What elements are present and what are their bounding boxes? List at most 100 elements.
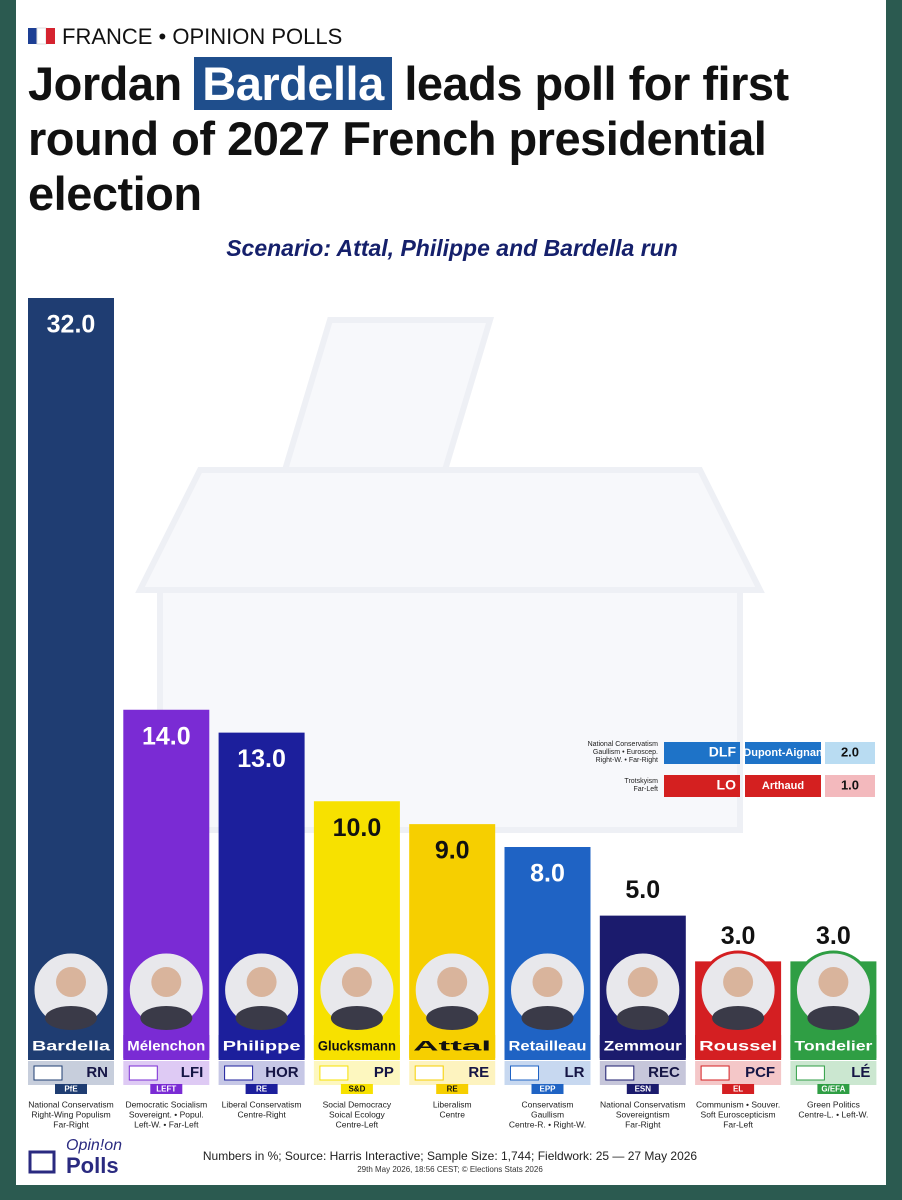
- ideology: Centre-L. • Left-W.: [798, 1109, 868, 1119]
- name-box: [218, 1035, 305, 1058]
- other-ideology: National Conservatism: [588, 741, 659, 748]
- eu-group: EPP: [539, 1085, 556, 1094]
- portrait-figure: [140, 1006, 193, 1030]
- ideology: Centre-R. • Right-W.: [509, 1119, 586, 1129]
- subtitle: Scenario: Attal, Philippe and Bardella r…: [226, 235, 678, 261]
- group-tag: [626, 1084, 659, 1094]
- portrait-head: [723, 967, 754, 997]
- name-box: [695, 1035, 782, 1058]
- group-tag: [55, 1084, 87, 1094]
- title: Jordan Bardella leads poll for first rou…: [28, 56, 878, 221]
- party: LFI: [181, 1064, 204, 1081]
- other-name: Arthaud: [762, 780, 804, 792]
- ideology: Communism • Souver.: [696, 1099, 780, 1109]
- name-box: [790, 1035, 877, 1058]
- name-box: [504, 1035, 591, 1058]
- name-box: [599, 1035, 686, 1058]
- eu-group: RE: [447, 1085, 459, 1094]
- ideology: Conservatism: [522, 1099, 574, 1109]
- logo-top: Opin!on: [66, 1137, 122, 1154]
- portrait-head: [341, 967, 372, 997]
- ideology: National Conservatism: [600, 1099, 686, 1109]
- party-logo: [510, 1065, 539, 1081]
- candidate-name: Tondelier: [794, 1038, 873, 1054]
- ideology: Centre: [439, 1109, 465, 1119]
- party-logo: [319, 1065, 349, 1081]
- candidate-name: Bardella: [32, 1038, 110, 1054]
- source: Numbers in %; Source: Harris Interactive…: [203, 1149, 698, 1163]
- other-ideology: Right-W. • Far-Right: [596, 757, 658, 764]
- other-ideology: Gaullism • Euroscep.: [593, 749, 658, 756]
- other-party-box: [664, 775, 740, 797]
- portrait-figure: [426, 1006, 479, 1030]
- party-logo: [33, 1065, 63, 1081]
- portrait-head: [627, 967, 658, 997]
- other-party: DLF: [709, 744, 737, 760]
- date: 29th May 2026, 18:56 CEST; © Elections S…: [357, 1165, 543, 1174]
- portrait-figure: [235, 1006, 288, 1030]
- other-ideology: Trotskyism: [624, 778, 658, 785]
- group-tag: [340, 1084, 373, 1094]
- party-logo: [224, 1065, 254, 1081]
- other-name-box: [745, 742, 821, 764]
- ideology: Left-W. • Far-Left: [134, 1119, 199, 1129]
- portrait-figure: [712, 1006, 765, 1030]
- ideology: Soft Euroscepticism: [701, 1109, 776, 1119]
- candidate-name: Retailleau: [509, 1038, 587, 1054]
- eu-group: S&D: [348, 1085, 365, 1094]
- ideology: Centre-Left: [336, 1119, 379, 1129]
- name-box: [313, 1035, 400, 1058]
- ideology: Green Politics: [807, 1099, 860, 1109]
- name-box: [409, 1035, 496, 1058]
- other-name-box: [745, 775, 821, 797]
- value-label: 32.0: [47, 311, 96, 339]
- value-label: 3.0: [721, 922, 756, 950]
- ideology: Democratic Socialism: [125, 1099, 207, 1109]
- portrait-head: [246, 967, 277, 997]
- name-box: [28, 1035, 114, 1058]
- party-logo: [700, 1065, 730, 1081]
- ideology: Gaullism: [531, 1109, 564, 1119]
- portrait-head: [437, 967, 468, 997]
- logo: Opin!on Polls: [28, 1137, 122, 1178]
- party: REC: [648, 1064, 680, 1081]
- value-label: 8.0: [530, 860, 565, 888]
- portrait-figure: [521, 1006, 574, 1030]
- title-part: Jordan: [28, 57, 182, 110]
- kicker: FRANCE • OPINION POLLS: [62, 24, 343, 49]
- title-highlight: Bardella: [194, 57, 392, 110]
- ideology: Liberalism: [433, 1099, 472, 1109]
- ideology: Far-Left: [723, 1119, 753, 1129]
- group-tag: [245, 1084, 278, 1094]
- group-tag: [531, 1084, 564, 1094]
- candidate-name: Zemmour: [604, 1038, 683, 1054]
- group-tag: [436, 1084, 469, 1094]
- other-value-box: [825, 775, 875, 797]
- portrait-figure: [45, 1006, 97, 1030]
- other-name: Dupont-Aignan: [743, 747, 823, 759]
- ideology: Far-Right: [625, 1119, 661, 1129]
- other-ideology: Far-Left: [633, 786, 658, 793]
- party-logo: [128, 1065, 158, 1081]
- eu-group: RE: [256, 1085, 268, 1094]
- ideology: Centre-Right: [238, 1109, 287, 1119]
- eu-group: ESN: [635, 1085, 652, 1094]
- bar: [28, 298, 114, 1030]
- party: PCF: [745, 1064, 775, 1081]
- ideology: Liberal Conservatism: [222, 1099, 302, 1109]
- candidate-name: Attal: [413, 1038, 491, 1054]
- name-box: [123, 1035, 210, 1058]
- value-label: 5.0: [625, 876, 660, 904]
- ideology: Sovereignt. • Popul.: [129, 1109, 204, 1119]
- group-tag: [150, 1084, 183, 1094]
- title-part: leads poll for first round of 2027 Frenc…: [28, 57, 789, 220]
- party-logo: [414, 1065, 444, 1081]
- portrait-head: [151, 967, 182, 997]
- group-tag: [722, 1084, 755, 1094]
- candidate-name: Philippe: [223, 1038, 301, 1054]
- value-label: 9.0: [435, 837, 470, 865]
- other-value-label: 1.0: [841, 777, 859, 792]
- ideology: Right-Wing Populism: [31, 1109, 110, 1119]
- value-label: 10.0: [333, 814, 382, 842]
